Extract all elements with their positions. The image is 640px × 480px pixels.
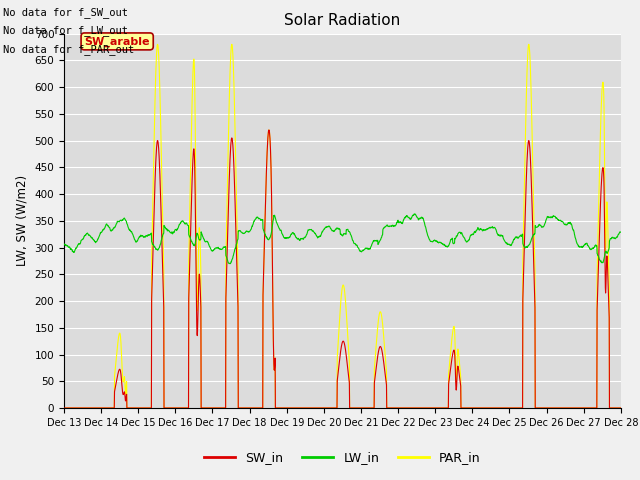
Y-axis label: LW, SW (W/m2): LW, SW (W/m2)	[16, 175, 29, 266]
Text: No data for f_PAR_out: No data for f_PAR_out	[3, 44, 134, 55]
Legend: SW_in, LW_in, PAR_in: SW_in, LW_in, PAR_in	[199, 446, 486, 469]
Text: No data for f_LW_out: No data for f_LW_out	[3, 25, 128, 36]
Title: Solar Radiation: Solar Radiation	[284, 13, 401, 28]
Text: SW_arable: SW_arable	[84, 36, 150, 47]
Text: No data for f_SW_out: No data for f_SW_out	[3, 7, 128, 18]
